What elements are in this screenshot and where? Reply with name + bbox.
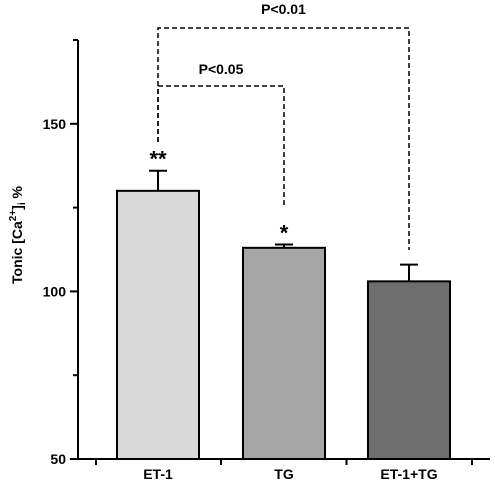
bar-ET-1 — [116, 189, 200, 460]
y-tick-label-100: 100 — [43, 283, 67, 299]
significance-annotations: ***P<0.01P<0.05 — [149, 1, 410, 250]
y-label-sub: i — [17, 202, 28, 205]
y-label-sup: 2+ — [8, 210, 19, 222]
significance-marker-ET-1: ** — [149, 147, 167, 172]
significance-marker-TG: * — [280, 220, 289, 245]
y-axis-label: Tonic [Ca2+]i % — [8, 185, 28, 283]
bar-ET-1+TG — [367, 280, 451, 460]
bar-TG — [242, 246, 326, 460]
y-label-prefix: Tonic [Ca — [9, 221, 25, 284]
comparison-label-1: P<0.05 — [199, 61, 244, 77]
y-label-mid: ] — [9, 205, 25, 210]
y-tick-label-50: 50 — [50, 451, 66, 467]
x-tick-label-ET-1+TG: ET-1+TG — [380, 466, 437, 480]
y-tick-label-150: 150 — [43, 116, 67, 132]
comparison-bracket-1 — [157, 85, 285, 206]
comparison-bracket-0 — [157, 27, 410, 250]
y-label-suffix: % — [9, 185, 25, 202]
comparison-label-0: P<0.01 — [261, 1, 306, 17]
x-tick-label-TG: TG — [274, 466, 294, 480]
x-tick-label-ET-1: ET-1 — [143, 466, 173, 480]
bars — [116, 169, 451, 460]
